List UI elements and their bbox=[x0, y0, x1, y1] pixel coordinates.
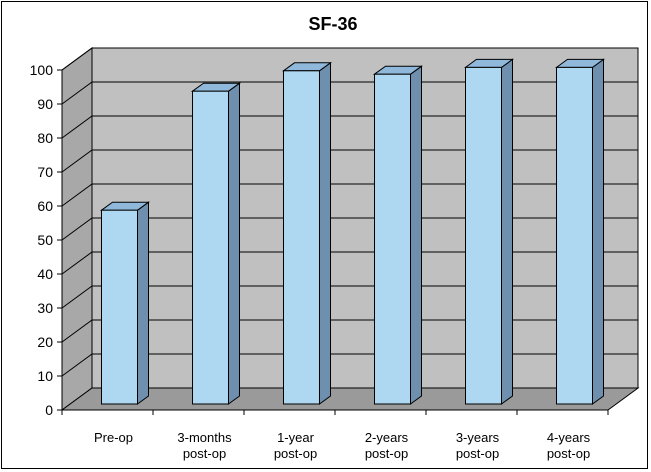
y-axis-ticks: 0 10 20 30 40 50 60 70 80 90 100 bbox=[30, 62, 63, 418]
x-tick-label-line: post-op bbox=[456, 446, 499, 461]
gridline bbox=[61, 319, 638, 343]
x-tick-label-line: 3-years bbox=[456, 430, 500, 445]
gridline bbox=[61, 115, 638, 139]
x-axis-labels: Pre-op 3-months post-op1-year post-op2-year… bbox=[61, 410, 609, 461]
bar-front bbox=[283, 70, 320, 405]
gridline bbox=[61, 149, 638, 173]
gridline bbox=[61, 81, 638, 105]
y-tick-label: 30 bbox=[37, 300, 53, 316]
x-tick-label-line: post-op bbox=[365, 446, 408, 461]
x-tick-label-line: 1-year bbox=[277, 430, 315, 445]
bar-front bbox=[465, 66, 502, 405]
bar-side bbox=[137, 201, 149, 405]
y-tick-label: 80 bbox=[37, 130, 53, 146]
y-tick-label: 70 bbox=[37, 164, 53, 180]
x-tick-label: 3-years post-op bbox=[456, 430, 500, 461]
x-tick-label: 3-months post-op bbox=[177, 430, 232, 461]
bar bbox=[281, 61, 333, 405]
x-tick-label-line: post-op bbox=[547, 446, 590, 461]
x-tick-label: 1-year post-op bbox=[274, 430, 317, 461]
chart-title: SF-36 bbox=[308, 14, 357, 34]
x-tick-label: 2-years post-op bbox=[365, 430, 409, 461]
bar bbox=[554, 58, 606, 405]
bar bbox=[99, 201, 151, 405]
y-tick-label: 20 bbox=[37, 334, 53, 350]
x-tick-label-line: Pre-op bbox=[94, 430, 133, 445]
bar bbox=[463, 58, 515, 405]
gridlines bbox=[61, 47, 638, 377]
y-tick-label: 50 bbox=[37, 232, 53, 248]
bar-front bbox=[556, 66, 593, 405]
x-tick-label-line: 2-years bbox=[365, 430, 409, 445]
gridline bbox=[61, 353, 638, 377]
gridline bbox=[61, 251, 638, 275]
gridline bbox=[61, 47, 638, 71]
bar-side bbox=[501, 58, 513, 405]
bar-front bbox=[374, 73, 411, 405]
x-tick-label-line: post-op bbox=[183, 446, 226, 461]
y-tick-label: 60 bbox=[37, 198, 53, 214]
gridline bbox=[61, 183, 638, 207]
bar-side bbox=[592, 58, 604, 405]
bar-side bbox=[228, 82, 240, 405]
bar-front bbox=[192, 90, 229, 405]
bars bbox=[99, 58, 606, 405]
x-tick-label: Pre-op bbox=[94, 430, 133, 445]
gridline bbox=[61, 217, 638, 241]
bar bbox=[190, 82, 242, 405]
bar-side bbox=[410, 65, 422, 405]
x-tick-label-line: post-op bbox=[274, 446, 317, 461]
bar-front bbox=[101, 209, 138, 405]
y-tick-label: 0 bbox=[45, 402, 53, 418]
y-tick-label: 10 bbox=[37, 368, 53, 384]
x-tick-label-line: 3-months bbox=[177, 430, 232, 445]
bar bbox=[372, 65, 424, 405]
y-tick-label: 100 bbox=[30, 62, 54, 78]
gridline bbox=[61, 285, 638, 309]
y-tick-label: 40 bbox=[37, 266, 53, 282]
y-tick-label: 90 bbox=[37, 96, 53, 112]
x-tick-label: 4-years post-op bbox=[547, 430, 591, 461]
bar-side bbox=[319, 61, 331, 405]
x-tick-label-line: 4-years bbox=[547, 430, 591, 445]
